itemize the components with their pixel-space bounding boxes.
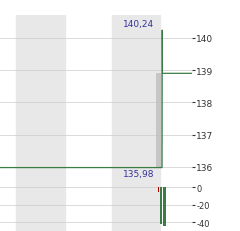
Bar <box>160 188 162 224</box>
Text: 140,24: 140,24 <box>123 20 155 29</box>
Bar <box>16 183 65 231</box>
Bar <box>163 188 166 226</box>
Bar <box>16 16 65 183</box>
Text: Apr: Apr <box>14 187 30 196</box>
Bar <box>112 16 160 183</box>
Bar <box>158 188 159 192</box>
Text: 135,98: 135,98 <box>123 169 155 178</box>
Bar <box>156 74 162 168</box>
Text: Jan: Jan <box>155 187 169 196</box>
Text: Okt: Okt <box>110 187 126 196</box>
Bar <box>112 183 160 231</box>
Text: Jul: Jul <box>65 187 76 196</box>
